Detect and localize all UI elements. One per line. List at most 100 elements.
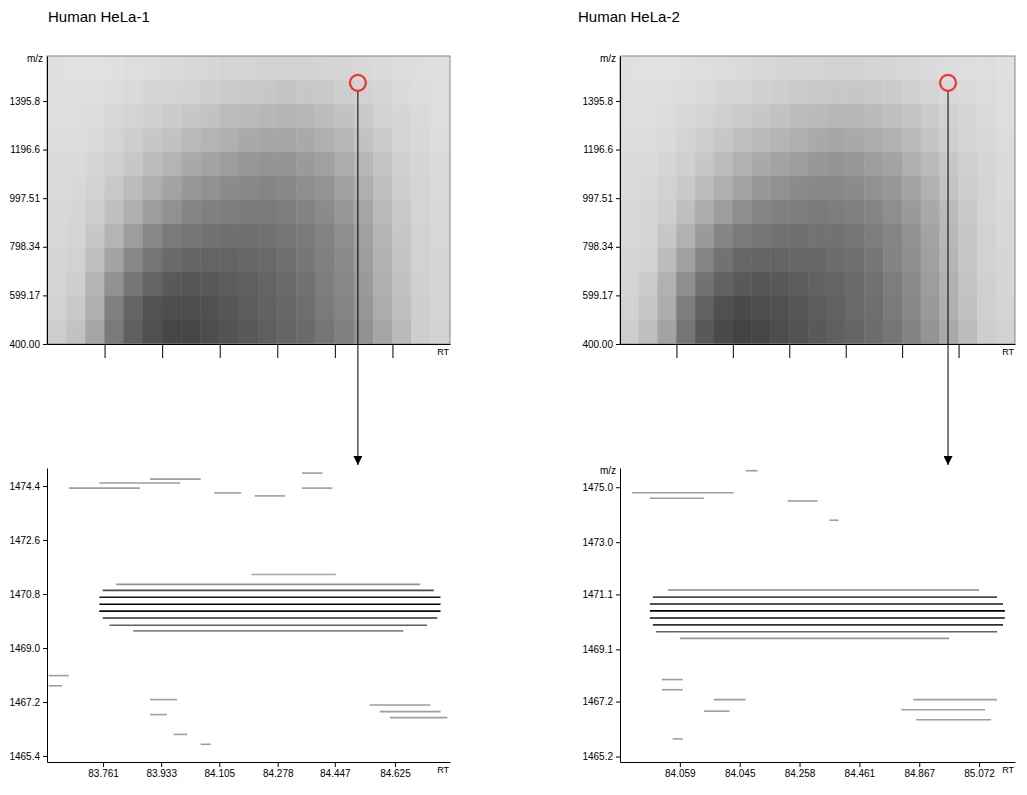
isotope-trace bbox=[99, 596, 440, 598]
x-tick-mark bbox=[859, 762, 860, 767]
heatmap-cell bbox=[846, 320, 865, 344]
y-tick: 1471.1 bbox=[582, 589, 620, 600]
heatmap-cell bbox=[392, 104, 411, 128]
heatmap-cell bbox=[47, 248, 66, 272]
heatmap-cell bbox=[921, 272, 940, 296]
heatmap-cell bbox=[714, 320, 733, 344]
heatmap-cell bbox=[105, 272, 124, 296]
heatmap-cell bbox=[296, 104, 315, 128]
heatmap-cell bbox=[902, 224, 921, 248]
heatmap-cell bbox=[620, 152, 639, 176]
y-axis: 400.00599.17798.34997.511196.61395.8 bbox=[9, 57, 47, 350]
isotope-trace bbox=[662, 679, 683, 681]
heatmap-cell bbox=[977, 128, 996, 152]
heatmap-cell bbox=[714, 104, 733, 128]
heatmap-cell bbox=[85, 320, 104, 344]
heatmap-cell bbox=[239, 200, 258, 224]
heatmap-cell bbox=[239, 56, 258, 80]
heatmap-cell bbox=[412, 56, 431, 80]
heatmap-cell bbox=[431, 224, 450, 248]
x-tick-label: 84.278 bbox=[263, 768, 294, 779]
y-tick: 1465.2 bbox=[582, 751, 620, 762]
heatmap-cell bbox=[373, 104, 392, 128]
y-tick-label: 1470.8 bbox=[9, 589, 40, 600]
heatmap-cell bbox=[354, 272, 373, 296]
heatmap-cell bbox=[959, 56, 978, 80]
heatmap-cell bbox=[733, 80, 752, 104]
heatmap-cell bbox=[392, 176, 411, 200]
x-tick-mark bbox=[395, 762, 396, 767]
x-tick-mark bbox=[162, 344, 163, 358]
heatmap-cell bbox=[124, 176, 143, 200]
heatmap-cell bbox=[902, 200, 921, 224]
heatmap-cell bbox=[162, 320, 181, 344]
heatmap-cell bbox=[105, 248, 124, 272]
x-tick-label: 84.447 bbox=[320, 768, 351, 779]
heatmap-cell bbox=[354, 152, 373, 176]
heatmap-cell bbox=[143, 224, 162, 248]
heatmap-cell bbox=[354, 200, 373, 224]
x-tick-label: 84.461 bbox=[845, 768, 876, 779]
heatmap-cell bbox=[85, 56, 104, 80]
heatmap-cell bbox=[143, 152, 162, 176]
y-tick-label: 798.34 bbox=[9, 241, 40, 252]
heatmap-cell bbox=[827, 152, 846, 176]
heatmap-cell bbox=[392, 320, 411, 344]
y-tick-label: 1465.2 bbox=[582, 751, 613, 762]
isotope-trace bbox=[650, 617, 1005, 619]
heatmap-cell bbox=[316, 248, 335, 272]
plot-marks bbox=[620, 56, 1015, 344]
x-tick-label: 84.867 bbox=[904, 768, 935, 779]
heatmap-cell bbox=[105, 176, 124, 200]
heatmap-cell bbox=[431, 80, 450, 104]
heatmap-cell bbox=[902, 176, 921, 200]
heatmap-cell bbox=[789, 128, 808, 152]
heatmap-cell bbox=[846, 104, 865, 128]
heatmap-cell bbox=[47, 272, 66, 296]
heatmap-cell bbox=[412, 320, 431, 344]
y-tick: 1473.0 bbox=[582, 537, 620, 548]
heatmap-cell bbox=[124, 56, 143, 80]
y-axis-line bbox=[620, 57, 621, 345]
heatmap-cell bbox=[335, 152, 354, 176]
heatmap-cell bbox=[162, 56, 181, 80]
x-tick-mark bbox=[278, 762, 279, 767]
heatmap-cell bbox=[105, 56, 124, 80]
y-tick: 1475.0 bbox=[582, 482, 620, 493]
heatmap-cell bbox=[354, 296, 373, 320]
heatmap-cell bbox=[846, 176, 865, 200]
heatmap-cell bbox=[373, 296, 392, 320]
heatmap-cell bbox=[752, 152, 771, 176]
heatmap-cell bbox=[940, 272, 959, 296]
heatmap-cell bbox=[47, 320, 66, 344]
y-tick: 400.00 bbox=[9, 339, 47, 350]
heatmap-cell bbox=[752, 176, 771, 200]
heatmap-cell bbox=[789, 152, 808, 176]
y-tick-label: 1465.4 bbox=[9, 751, 40, 762]
heatmap-cell bbox=[124, 128, 143, 152]
heatmap-cell bbox=[676, 128, 695, 152]
heatmap-cell bbox=[940, 320, 959, 344]
heatmap-cell bbox=[714, 176, 733, 200]
plot-marks bbox=[47, 56, 450, 344]
heatmap-cell bbox=[296, 200, 315, 224]
heatmap-cell bbox=[124, 272, 143, 296]
y-tick-mark bbox=[616, 295, 620, 296]
heatmap-cell bbox=[354, 176, 373, 200]
heatmap-cell bbox=[902, 272, 921, 296]
heatmap-cell bbox=[902, 56, 921, 80]
heatmap-cell bbox=[676, 320, 695, 344]
heatmap-cell bbox=[789, 176, 808, 200]
heatmap-cell bbox=[105, 128, 124, 152]
heatmap-cell bbox=[335, 128, 354, 152]
heatmap-cell bbox=[865, 104, 884, 128]
heatmap-cell bbox=[201, 224, 220, 248]
heatmap-cell bbox=[620, 272, 639, 296]
x-tick-mark bbox=[220, 344, 221, 358]
heatmap-cell bbox=[658, 320, 677, 344]
heatmap-cell bbox=[865, 152, 884, 176]
isotope-trace bbox=[255, 495, 285, 497]
highlight-circle bbox=[940, 75, 956, 91]
heatmap-cell bbox=[827, 56, 846, 80]
heatmap-cell bbox=[733, 104, 752, 128]
